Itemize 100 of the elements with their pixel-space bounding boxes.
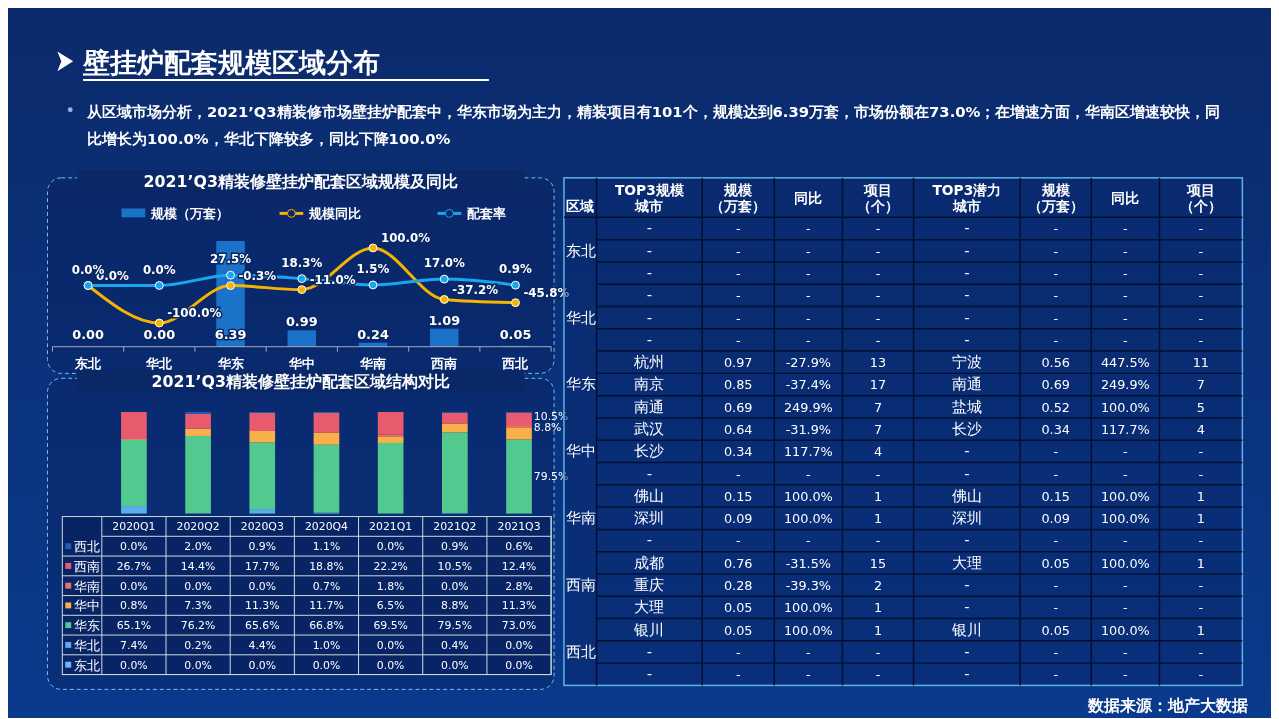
data-label: 4.4% [248,638,277,652]
text: - [806,667,811,683]
text: - [1198,578,1204,594]
data-label: 17.0% [423,256,465,271]
text: - [964,576,970,594]
text: 11 [1192,355,1210,371]
data-label: -0.3% [238,268,277,283]
text: 宁波 [951,353,982,371]
text: 0.15 [1041,488,1071,504]
text: 100.0% [783,511,833,527]
chart-title: 2021’Q3精装修壁挂炉配套区域规模及同比 [143,171,458,191]
data-label: 1.5% [356,262,390,277]
legend-label: 华中 [74,598,101,614]
text: - [1053,310,1059,326]
data-label: 6.5% [376,599,405,613]
x-tick-label: 西南 [430,356,458,372]
text: - [1198,243,1204,259]
data-label: 18.3% [281,255,323,270]
text: - [1053,332,1059,348]
text: 银川 [634,620,665,638]
text: - [1123,644,1128,660]
text: - [875,533,881,549]
text: 100.0% [1100,511,1150,527]
text: - [1123,310,1128,326]
text: - [875,266,881,282]
text: 117.7% [783,444,833,460]
x-tick-label: 华北 [145,356,174,372]
text: - [875,288,881,304]
category-label: 同比 [1111,189,1140,206]
text: - [1123,444,1128,460]
text: - [964,308,970,326]
data-label: 0.6% [505,540,533,554]
data-label: 0.05 [499,326,532,342]
legend-label: 规模（万套） [150,206,230,222]
text: 0.69 [723,399,753,415]
data-label: 18.8% [309,559,344,573]
text: - [735,644,741,660]
text: - [1053,466,1059,482]
text: - [806,288,811,304]
text: 100.0% [783,488,833,504]
text: - [1053,266,1059,282]
text: - [806,266,811,282]
text: 0.05 [723,622,753,638]
data-label: 0.4% [441,638,469,652]
category-label: 规模（万套） [1027,181,1084,215]
text: 杭州 [634,353,665,371]
text: 从区域市场分析，2021’Q3精装修市场壁挂炉配套中，华东市场为主力，精装项目有101个，规模达到6.39万套，市场份额在73.0%；在增速方面，华南区增速较快，同比增长为100.0%，华北下降较多，同比下降100.0% [86,102,1221,148]
data-label: 0.0% [505,658,533,672]
text: 成都 [634,553,665,571]
data-label: -45.8% [523,285,570,300]
data-label: 0.0% [505,638,533,652]
text: 1 [1196,511,1205,527]
text: 西北 [565,642,596,660]
text: - [806,332,811,348]
x-tick-label: 2021Q1 [369,520,413,534]
category-label: 项目（个） [1179,181,1222,215]
text: - [1053,644,1059,660]
text: - [1053,243,1059,259]
data-label: 0.99 [285,314,318,330]
legend-label: 西南 [74,558,101,574]
text: - [964,286,970,304]
text: - [875,332,881,348]
category-label: 区域 [566,198,595,215]
data-label: 0.0% [184,658,212,672]
data-label: 1.09 [428,312,461,328]
text: - [735,667,741,683]
text: 249.9% [1100,377,1150,393]
data-label: 17.7% [245,559,280,573]
text: - [1123,266,1128,282]
text: - [1053,221,1059,237]
data-label: 0.2% [184,638,212,652]
x-tick-label: 2020Q3 [240,520,284,534]
text: 大理 [951,553,982,571]
text: 0.09 [723,511,753,527]
text: 0.34 [723,444,753,460]
data-label: 66.8% [309,619,344,633]
text: 深圳 [951,509,982,527]
data-label: 12.4% [501,559,537,573]
legend-label: 规模同比 [308,206,362,222]
x-tick-label: 华南 [359,356,387,372]
text: 0.69 [1041,377,1071,393]
data-label: 10.5% [437,559,473,573]
data-label: 65.6% [245,619,280,633]
data-label: 0.0% [441,579,469,593]
text: - [1053,533,1059,549]
text: - [646,308,653,326]
text: 249.9% [783,399,833,415]
text: 佛山 [634,486,665,504]
text: - [1198,288,1204,304]
text: - [646,286,653,304]
text: - [1123,533,1128,549]
x-tick-label: 2021Q2 [433,520,477,534]
legend-label: 华北 [74,637,101,653]
text: - [875,667,881,683]
data-label: 7.4% [120,638,148,652]
text: 华东 [565,375,596,393]
data-label: 0.0% [376,658,405,672]
text: 0.64 [723,422,753,438]
text: - [646,219,653,237]
annotation: 79.5% [533,470,569,484]
